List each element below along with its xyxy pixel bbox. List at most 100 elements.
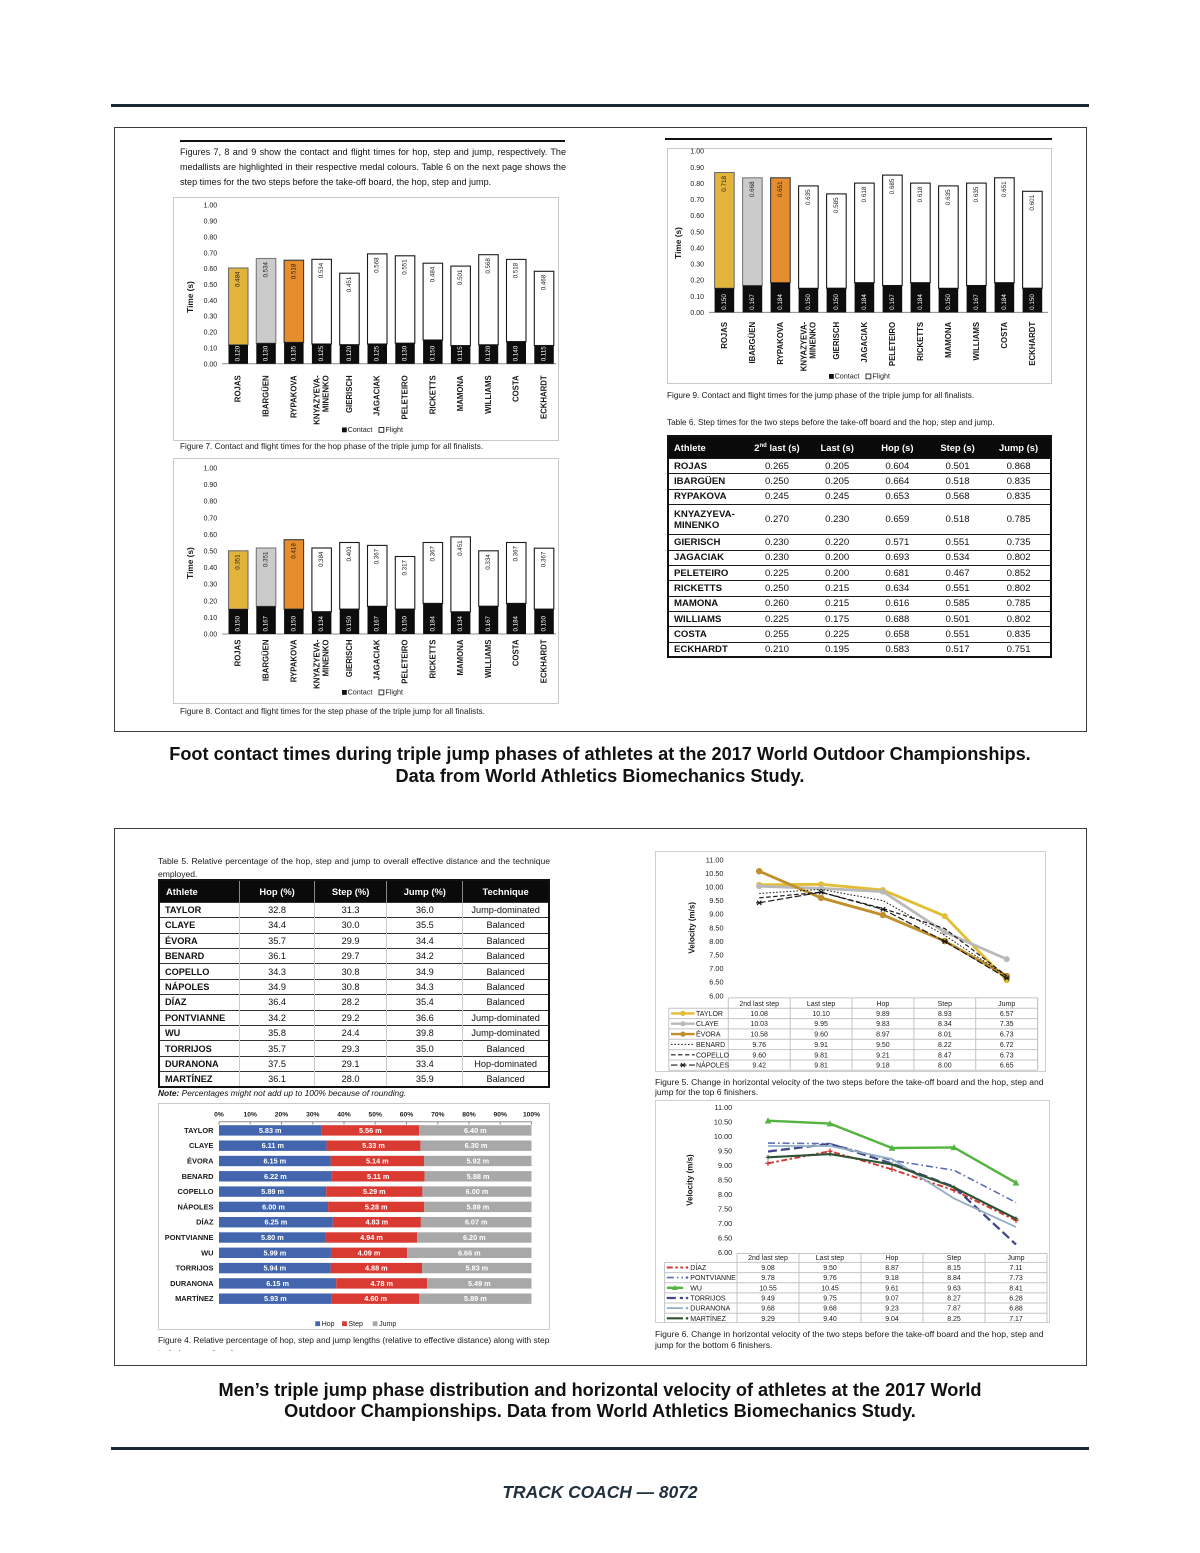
svg-text:9.78: 9.78 (761, 1275, 775, 1282)
svg-text:Jump: Jump (998, 1001, 1015, 1008)
svg-text:9.95: 9.95 (814, 1021, 828, 1028)
svg-text:5.11 m: 5.11 m (367, 1171, 390, 1180)
svg-text:9.07: 9.07 (885, 1296, 899, 1303)
svg-text:9.40: 9.40 (823, 1316, 837, 1323)
svg-text:Time (s): Time (s) (185, 281, 195, 313)
svg-text:JAGACIAK: JAGACIAK (860, 322, 869, 363)
svg-text:0.184: 0.184 (917, 294, 924, 310)
svg-text:8.50: 8.50 (709, 923, 723, 932)
svg-text:9.75: 9.75 (823, 1296, 837, 1303)
svg-text:0.150: 0.150 (721, 294, 728, 310)
svg-text:0.184: 0.184 (777, 294, 784, 310)
svg-text:0.115: 0.115 (457, 346, 464, 362)
svg-text:0.568: 0.568 (485, 258, 492, 274)
svg-text:9.50: 9.50 (823, 1265, 837, 1272)
svg-text:MAMONA: MAMONA (456, 639, 465, 675)
svg-text:0.20: 0.20 (204, 598, 218, 605)
svg-text:8.93: 8.93 (938, 1011, 952, 1018)
svg-text:JAGACIAK: JAGACIAK (373, 639, 382, 680)
svg-text:Hop: Hop (322, 1320, 335, 1327)
svg-text:6.07 m: 6.07 m (465, 1217, 488, 1226)
svg-text:0.184: 0.184 (513, 615, 520, 631)
svg-text:7.00: 7.00 (718, 1219, 732, 1228)
svg-text:4.83 m: 4.83 m (365, 1217, 388, 1226)
svg-text:COPELLO: COPELLO (178, 1187, 214, 1196)
svg-text:8.41: 8.41 (1009, 1285, 1023, 1292)
svg-text:0.135: 0.135 (290, 345, 297, 361)
svg-text:NÁPOLES: NÁPOLES (178, 1202, 214, 1211)
svg-text:6.40 m: 6.40 m (464, 1125, 487, 1134)
svg-text:0.484: 0.484 (235, 271, 242, 287)
svg-text:Time (s): Time (s) (185, 547, 195, 579)
svg-text:Hop: Hop (876, 1001, 889, 1008)
svg-text:Flight: Flight (872, 372, 890, 381)
svg-text:6.00: 6.00 (718, 1248, 732, 1257)
svg-text:20%: 20% (275, 1111, 288, 1118)
svg-text:Time (s): Time (s) (673, 227, 683, 259)
svg-text:0.451: 0.451 (457, 540, 464, 556)
svg-text:0.167: 0.167 (263, 615, 270, 631)
svg-text:6.20 m: 6.20 m (463, 1233, 486, 1242)
svg-text:4.94 m: 4.94 m (360, 1233, 383, 1242)
svg-text:0.70: 0.70 (690, 197, 704, 204)
svg-text:0.120: 0.120 (235, 345, 242, 361)
svg-text:0.167: 0.167 (889, 294, 896, 310)
svg-text:9.76: 9.76 (752, 1042, 766, 1049)
svg-text:ÉVORA: ÉVORA (187, 1156, 214, 1165)
svg-text:6.50: 6.50 (718, 1234, 732, 1243)
svg-text:6.00: 6.00 (709, 991, 723, 1000)
svg-text:0.115: 0.115 (541, 346, 548, 362)
svg-text:COSTA: COSTA (1000, 322, 1009, 349)
svg-text:0.150: 0.150 (346, 615, 353, 631)
svg-text:0.70: 0.70 (204, 515, 218, 522)
svg-text:0.125: 0.125 (318, 345, 325, 361)
svg-text:0.00: 0.00 (690, 310, 704, 317)
svg-text:0.70: 0.70 (204, 250, 218, 257)
svg-text:ÉVORA: ÉVORA (696, 1030, 721, 1039)
svg-text:10.55: 10.55 (759, 1285, 777, 1292)
svg-text:2nd last step: 2nd last step (748, 1255, 788, 1262)
svg-text:0.167: 0.167 (973, 294, 980, 310)
svg-text:8.87: 8.87 (885, 1265, 899, 1272)
svg-text:8.01: 8.01 (938, 1032, 952, 1039)
svg-text:7.50: 7.50 (709, 951, 723, 960)
svg-text:WU: WU (201, 1248, 213, 1257)
svg-text:6.72: 6.72 (1000, 1042, 1014, 1049)
svg-text:RYPAKOVA: RYPAKOVA (776, 322, 785, 365)
svg-text:9.68: 9.68 (823, 1306, 837, 1313)
svg-text:0.20: 0.20 (204, 330, 218, 337)
svg-text:0.184: 0.184 (861, 294, 868, 310)
svg-text:8.25: 8.25 (947, 1316, 961, 1323)
svg-text:80%: 80% (462, 1111, 475, 1118)
svg-text:0.90: 0.90 (204, 219, 218, 226)
svg-text:9.04: 9.04 (885, 1316, 899, 1323)
svg-text:0.50: 0.50 (204, 282, 218, 289)
svg-text:8.00: 8.00 (718, 1190, 732, 1199)
svg-text:5.99 m: 5.99 m (264, 1248, 287, 1257)
svg-text:0.30: 0.30 (690, 262, 704, 269)
svg-text:9.91: 9.91 (814, 1042, 828, 1049)
svg-text:0.367: 0.367 (541, 551, 548, 567)
svg-text:Step: Step (938, 1001, 953, 1008)
svg-text:6.00 m: 6.00 m (466, 1187, 489, 1196)
svg-text:0.150: 0.150 (945, 294, 952, 310)
svg-text:6.73: 6.73 (1000, 1052, 1014, 1059)
svg-text:0.40: 0.40 (204, 298, 218, 305)
svg-text:GIERISCH: GIERISCH (345, 375, 354, 413)
svg-text:0.60: 0.60 (204, 532, 218, 539)
svg-text:6.66 m: 6.66 m (458, 1248, 481, 1257)
svg-text:10.03: 10.03 (750, 1021, 768, 1028)
svg-text:6.50: 6.50 (709, 978, 723, 987)
svg-text:70%: 70% (431, 1111, 444, 1118)
svg-text:100%: 100% (523, 1111, 540, 1118)
svg-text:0.80: 0.80 (690, 181, 704, 188)
svg-text:ROJAS: ROJAS (234, 640, 243, 667)
svg-text:6.25 m: 6.25 m (265, 1217, 288, 1226)
svg-text:0.30: 0.30 (204, 314, 218, 321)
svg-text:0.184: 0.184 (1001, 294, 1008, 310)
svg-text:9.81: 9.81 (814, 1063, 828, 1070)
svg-text:6.57: 6.57 (1000, 1011, 1014, 1018)
svg-text:5.28 m: 5.28 m (365, 1202, 388, 1211)
svg-text:Last step: Last step (816, 1255, 845, 1262)
svg-text:0.167: 0.167 (374, 615, 381, 631)
